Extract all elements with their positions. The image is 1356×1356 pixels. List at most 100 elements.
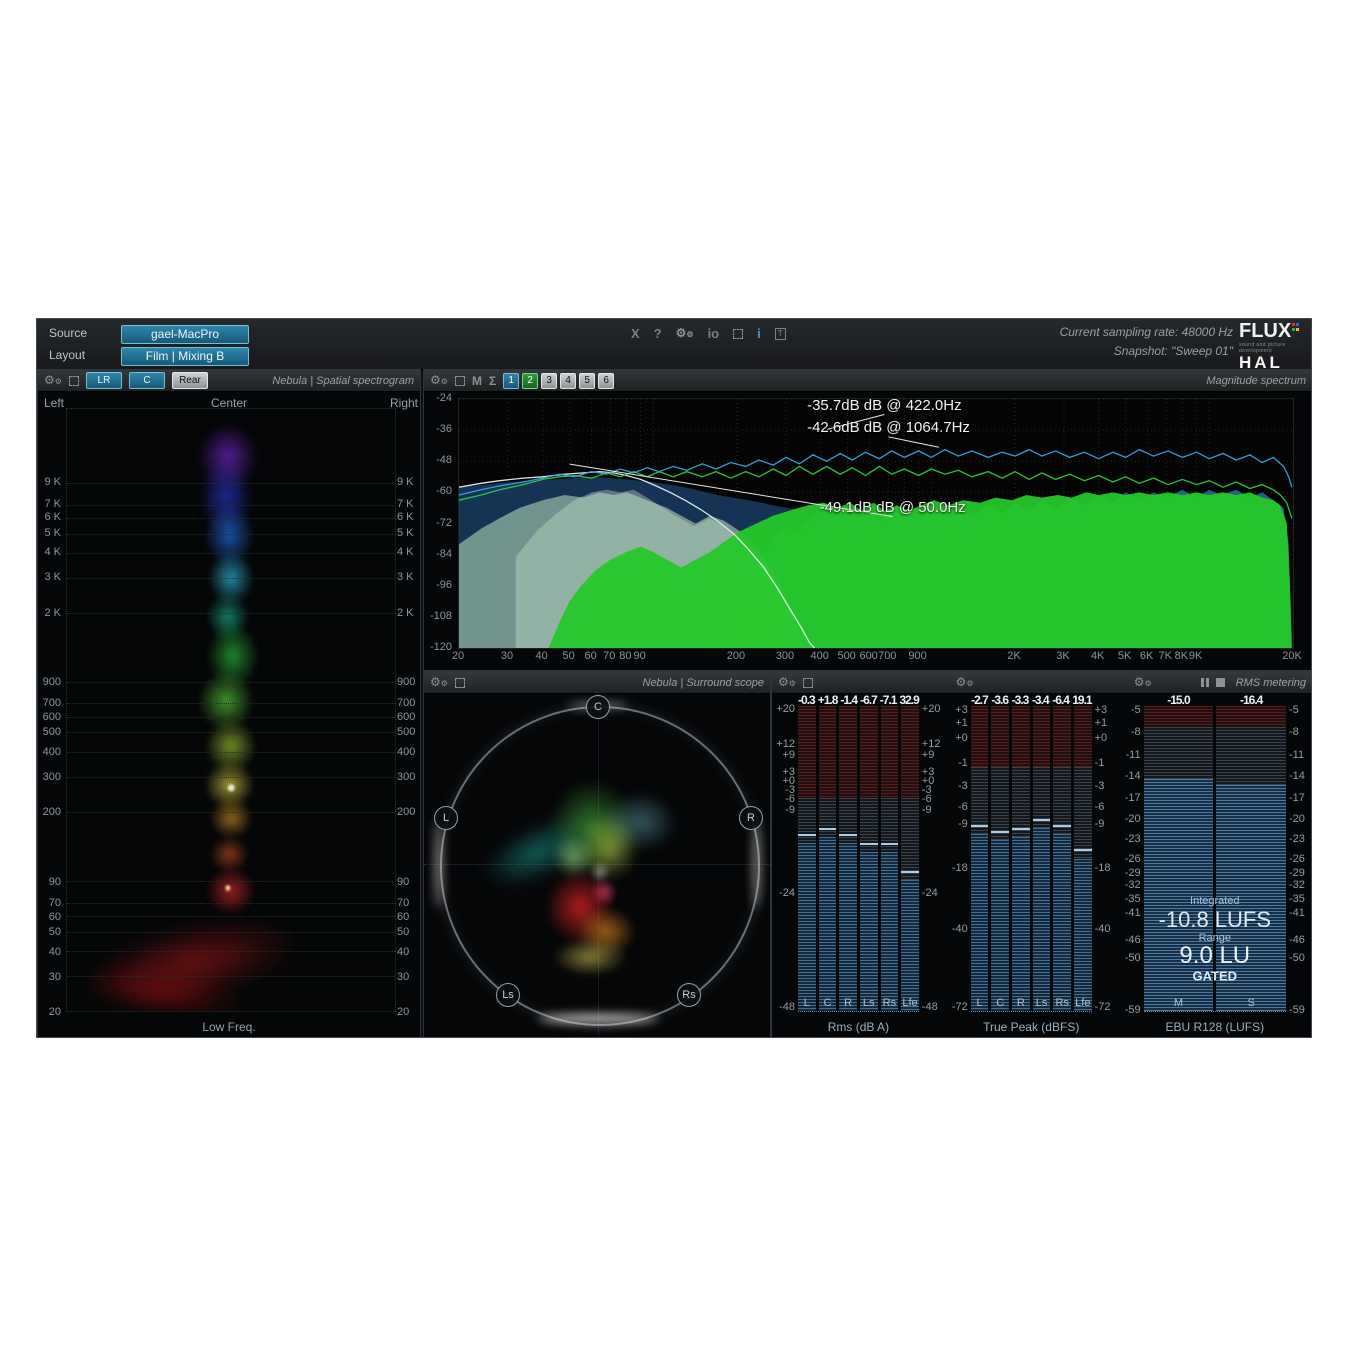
channel-button-4[interactable]: 4 [560,372,577,389]
info-icon[interactable]: i [757,326,761,341]
center-button[interactable]: C [128,372,165,389]
settings-icon[interactable]: ⚙⚙ [675,325,694,340]
scope-node-ls: Ls [496,983,520,1007]
channel-button-1[interactable]: 1 [503,372,520,389]
grid-line [67,716,395,718]
stop-icon[interactable] [1215,678,1225,687]
sum-icon[interactable]: Σ [488,373,497,388]
meter-bar-Ls: Ls [859,706,878,1011]
freq-tick-label: 7K [1158,650,1172,662]
channel-button-3[interactable]: 3 [541,372,558,389]
freq-tick-label: 300 [775,650,795,662]
grid-line [67,483,395,485]
grid-line [67,613,395,615]
scale-tick-label: -6 [921,793,932,806]
scale-tick-label: +3 [782,765,795,778]
help-icon[interactable]: ? [653,326,662,341]
gear-icon[interactable]: ⚙⚙ [955,674,974,689]
gear-icon[interactable]: ⚙⚙ [430,372,448,387]
gear-icon[interactable]: ⚙⚙ [1133,674,1152,689]
grid-line [67,681,395,683]
fullscreen-icon[interactable] [454,375,465,386]
layout-button[interactable]: Film | Mixing B [121,347,249,366]
magnitude-panel-title: Magnitude spectrum [1206,374,1306,387]
db-tick-label: -72 [436,516,452,529]
channel-label: M [1173,997,1184,1009]
meter-peak-value: -6.4 [1052,693,1070,707]
grid-line [67,776,395,778]
freq-tick-label: 30 [500,650,514,662]
db-tick-label: -60 [436,485,452,498]
freq-tick-label: 700 [397,697,416,710]
peak-hold-mark [1074,849,1092,852]
magnitude-annotations: -35.7dB dB @ 422.0Hz -42.6dB dB @ 1064.7H… [459,397,1293,648]
freq-tick-label: 80 [619,650,632,662]
scale-tick-label: -18 [951,862,968,875]
close-icon[interactable]: X [631,326,640,341]
scale-tick-label: +0 [1094,732,1108,745]
fullscreen-icon[interactable] [454,677,465,688]
meter-bar-Rs: Rs [1053,706,1071,1011]
scale-tick-label: -11 [1288,748,1305,761]
pause-icon[interactable] [1200,678,1209,687]
grid-line [67,976,395,978]
nebula-blob-orange [209,797,253,840]
sampling-rate-text: Current sampling rate: 48000 Hz [1059,325,1233,339]
freq-tick-label: 90 [397,875,410,888]
freq-tick-label: 700 [878,650,897,662]
top-bar: Source gael-MacPro Layout Film | Mixing … [37,319,1311,372]
io-icon[interactable]: io [707,326,720,341]
scope-blob-cyan [602,792,678,852]
fullscreen-icon[interactable] [68,375,79,386]
magnitude-x-axis: 20 30 40 50 60 70 80 90 200 300 400 500 600 700 900 2K 3… [452,650,1302,666]
fullscreen-icon[interactable] [802,677,813,688]
scale-tick-label: -17 [1288,791,1305,804]
scale-tick-label: -40 [1094,923,1111,936]
lr-button[interactable]: LR [85,372,122,389]
meter-caption: Rms (dB A) [827,1020,890,1034]
grid-line [67,880,395,882]
meter-peak-value: 19.1 [1072,693,1092,707]
scale-tick-label: -9 [785,804,795,817]
channel-button-2[interactable]: 2 [522,372,539,389]
rear-button[interactable]: Rear [171,372,208,389]
max-hold-icon[interactable]: M [471,373,482,388]
scale-tick-label: -24 [921,886,938,899]
meter-caption: True Peak (dBFS) [983,1020,1080,1034]
freq-tick-label: 40 [397,945,410,958]
meter-bar-R: R [1012,706,1030,1011]
freq-tick-label: 9K [1188,650,1203,662]
meter-scale: +3 +1 +0 -1 -3 -6 -9 -18 -40 -72 [945,704,971,1013]
scale-tick-label: -1 [1094,756,1105,769]
scale-tick-label: +9 [921,748,935,761]
freq-tick-label: 500 [397,726,416,739]
text-window-icon[interactable]: T [774,327,786,340]
peak-hold-mark [991,831,1010,834]
freq-tick-label: 2 K [397,606,414,619]
channel-label: R [1016,997,1025,1009]
surround-scope-panel: ⚙⚙ Nebula | Surround scope C [423,671,771,1037]
gear-icon[interactable]: ⚙⚙ [44,372,62,387]
grid-line [67,732,395,734]
freq-tick-label: 300 [42,771,61,784]
nebula-sparkle [225,884,231,891]
channel-label: C [996,997,1005,1009]
scale-tick-label: -72 [1094,1001,1111,1014]
scale-tick-label: -50 [1288,952,1305,965]
freq-tick-label: 40 [535,650,548,662]
gear-icon[interactable]: ⚙⚙ [778,674,796,689]
scale-tick-label: -20 [1288,813,1305,826]
fullscreen-icon[interactable] [733,328,744,339]
source-button[interactable]: gael-MacPro [121,325,249,344]
scale-tick-label: -8 [1130,726,1141,738]
channel-button-5[interactable]: 5 [579,372,596,389]
meter-peak-value: -7.1 [879,693,898,707]
magnitude-y-axis: -24 -36 -48 -60 -72 -84 -96 -108 -120 [424,392,454,653]
freq-tick-label: 60 [584,650,597,662]
scale-tick-label: -3 [921,784,932,797]
gear-icon[interactable]: ⚙⚙ [430,674,448,689]
meter-bar-Ls: Ls [1032,706,1051,1011]
channel-button-6[interactable]: 6 [598,372,615,389]
